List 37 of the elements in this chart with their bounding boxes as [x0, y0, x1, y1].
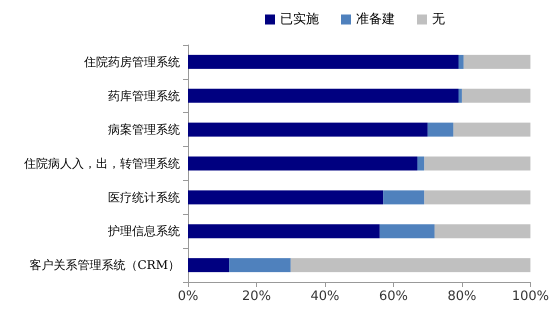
bar — [188, 190, 384, 204]
bar — [188, 122, 428, 137]
bar — [458, 54, 464, 69]
bar — [424, 156, 530, 170]
legend-label: 无 — [432, 12, 445, 27]
bar — [462, 88, 530, 103]
bar — [229, 258, 291, 272]
x-tick-label: 80% — [447, 289, 476, 304]
bar — [188, 156, 418, 170]
y-tick-label: 病案管理系统 — [108, 122, 180, 137]
x-tick-label: 0% — [178, 289, 198, 304]
x-tick-label: 60% — [378, 289, 408, 304]
x-tick-label: 20% — [242, 289, 271, 304]
bar — [424, 190, 530, 204]
bar — [458, 88, 462, 103]
bar — [383, 190, 424, 204]
bar — [188, 224, 380, 238]
bar — [453, 122, 530, 137]
y-tick-label: 护理信息系统 — [107, 224, 180, 238]
bar — [188, 54, 459, 69]
x-tick-label: 40% — [310, 289, 340, 304]
bar — [188, 258, 230, 272]
bar — [188, 88, 459, 103]
y-tick-label: 医疗统计系统 — [108, 190, 180, 204]
legend-label: 准备建 — [356, 12, 395, 27]
bar — [464, 54, 530, 69]
bar — [417, 156, 424, 170]
bar — [290, 258, 530, 272]
legend-label: 已实施 — [280, 12, 319, 27]
y-tick-label: 住院病人入，出，转管理系统 — [23, 156, 180, 170]
y-tick-label: 住院药房管理系统 — [83, 54, 180, 69]
y-tick-label: 药库管理系统 — [108, 88, 180, 103]
bar — [434, 224, 530, 238]
bar — [380, 224, 435, 238]
y-tick-label: 客户关系管理系统（CRM） — [29, 258, 180, 272]
bar — [428, 122, 454, 137]
x-tick-label: 100% — [512, 289, 550, 304]
